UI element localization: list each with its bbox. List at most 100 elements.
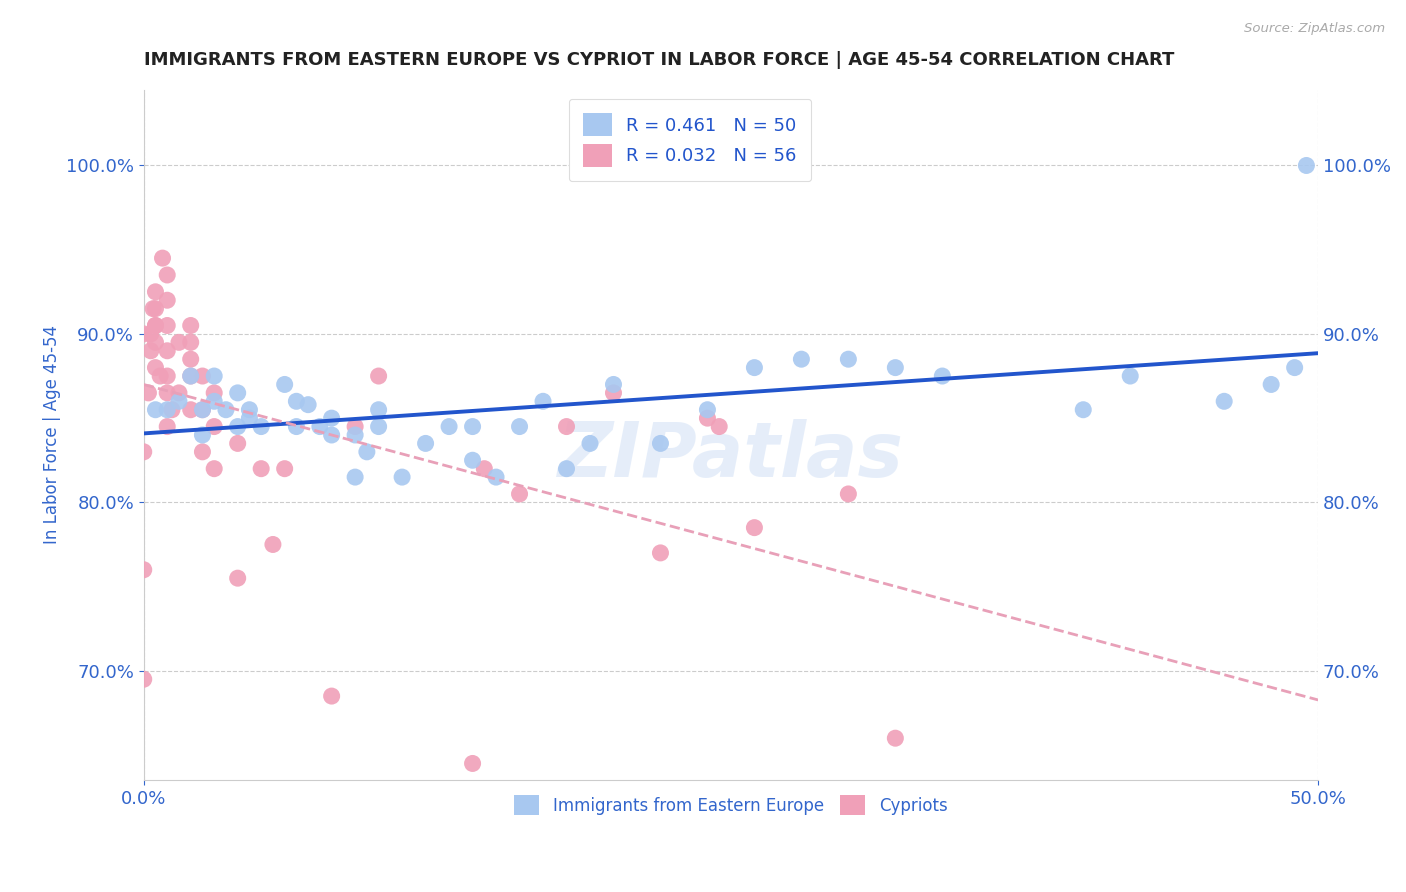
Point <box>297 398 319 412</box>
Point <box>160 402 183 417</box>
Text: IMMIGRANTS FROM EASTERN EUROPE VS CYPRIOT IN LABOR FORCE | AGE 45-54 CORRELATION: IMMIGRANTS FROM EASTERN EUROPE VS CYPRIO… <box>143 51 1174 69</box>
Point <box>344 419 367 434</box>
Text: ZIPatlas: ZIPatlas <box>558 418 904 492</box>
Point <box>180 369 202 384</box>
Point <box>156 293 179 308</box>
Point <box>472 461 495 475</box>
Point <box>156 343 179 358</box>
Point <box>884 360 907 375</box>
Point <box>602 385 624 400</box>
Legend: Immigrants from Eastern Europe, Cypriots: Immigrants from Eastern Europe, Cypriots <box>506 787 956 824</box>
Y-axis label: In Labor Force | Age 45-54: In Labor Force | Age 45-54 <box>44 326 60 544</box>
Point <box>139 326 162 341</box>
Point <box>226 436 249 450</box>
Point <box>367 369 389 384</box>
Point <box>1213 394 1236 409</box>
Point <box>202 369 225 384</box>
Point <box>167 394 190 409</box>
Point <box>149 369 172 384</box>
Point <box>145 301 167 316</box>
Point <box>837 352 859 367</box>
Point <box>262 537 284 551</box>
Point <box>1260 377 1282 392</box>
Point <box>226 571 249 585</box>
Point <box>180 318 202 333</box>
Point <box>437 419 460 434</box>
Point <box>191 402 214 417</box>
Point <box>309 419 332 434</box>
Point <box>145 285 167 299</box>
Point <box>156 369 179 384</box>
Point <box>555 419 578 434</box>
Point <box>837 487 859 501</box>
Point <box>321 411 343 425</box>
Point <box>1119 369 1142 384</box>
Point <box>744 360 766 375</box>
Point <box>145 335 167 350</box>
Point <box>226 419 249 434</box>
Point <box>156 402 179 417</box>
Point <box>139 343 162 358</box>
Point <box>180 335 202 350</box>
Point <box>132 563 155 577</box>
Point <box>273 461 295 475</box>
Point <box>202 461 225 475</box>
Point <box>931 369 953 384</box>
Point <box>191 445 214 459</box>
Point <box>152 251 174 265</box>
Point <box>1295 159 1317 173</box>
Point <box>273 377 295 392</box>
Point <box>156 385 179 400</box>
Point <box>191 369 214 384</box>
Point <box>191 428 214 442</box>
Point <box>167 385 190 400</box>
Point <box>461 419 484 434</box>
Point <box>145 402 167 417</box>
Point <box>145 318 167 333</box>
Point <box>145 360 167 375</box>
Point <box>696 402 718 417</box>
Point <box>142 301 165 316</box>
Point <box>202 385 225 400</box>
Point <box>602 377 624 392</box>
Point <box>156 419 179 434</box>
Point <box>132 445 155 459</box>
Point <box>461 453 484 467</box>
Point <box>226 385 249 400</box>
Point <box>415 436 437 450</box>
Point <box>250 419 273 434</box>
Point <box>191 402 214 417</box>
Point <box>167 335 190 350</box>
Point <box>180 369 202 384</box>
Point <box>202 394 225 409</box>
Point <box>485 470 508 484</box>
Point <box>744 521 766 535</box>
Point <box>650 546 672 560</box>
Point <box>356 445 378 459</box>
Point <box>138 385 160 400</box>
Point <box>709 419 731 434</box>
Point <box>156 268 179 282</box>
Point <box>132 672 155 686</box>
Point <box>531 394 554 409</box>
Point <box>1071 402 1094 417</box>
Point <box>391 470 413 484</box>
Point <box>285 419 308 434</box>
Point <box>202 419 225 434</box>
Text: Source: ZipAtlas.com: Source: ZipAtlas.com <box>1244 22 1385 36</box>
Point <box>696 411 718 425</box>
Point <box>790 352 813 367</box>
Point <box>132 326 155 341</box>
Point <box>344 428 367 442</box>
Point <box>367 402 389 417</box>
Point <box>461 756 484 771</box>
Point <box>215 402 238 417</box>
Point <box>180 402 202 417</box>
Point <box>367 419 389 434</box>
Point <box>884 731 907 746</box>
Point <box>650 436 672 450</box>
Point <box>285 394 308 409</box>
Point <box>238 411 260 425</box>
Point <box>156 318 179 333</box>
Point <box>509 419 531 434</box>
